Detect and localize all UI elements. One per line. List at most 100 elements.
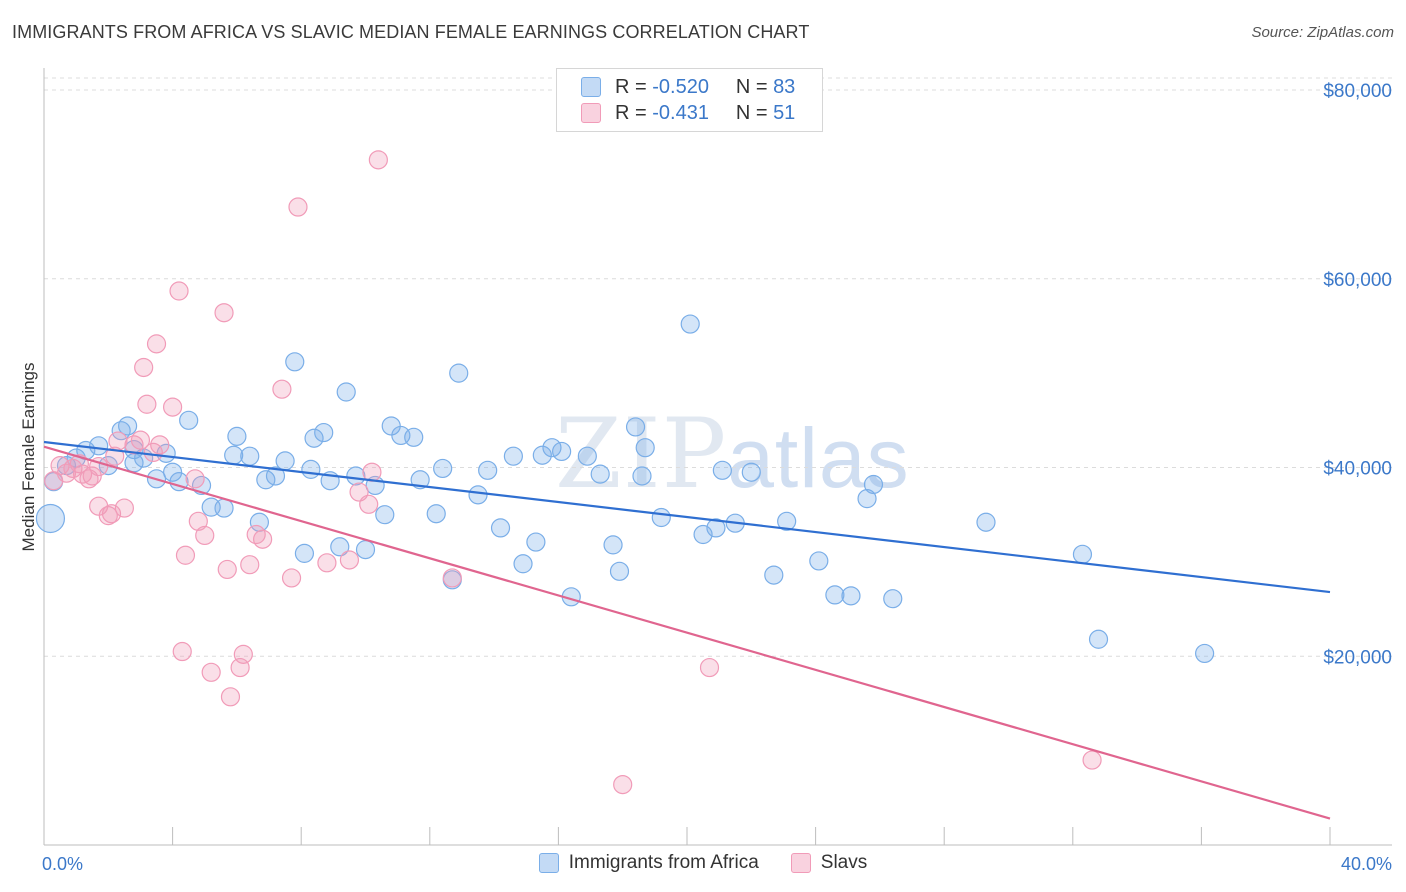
point-slavs xyxy=(1082,750,1102,770)
point-slavs xyxy=(317,553,337,573)
legend-row-africa: R = -0.520 N = 83 xyxy=(581,74,795,100)
point-africa xyxy=(227,426,247,446)
legend-n-label: N = xyxy=(735,101,768,124)
point-slavs xyxy=(143,442,163,462)
point-slavs xyxy=(288,197,308,217)
trend-line-africa xyxy=(43,440,1331,594)
point-africa xyxy=(503,446,523,466)
point-africa xyxy=(552,441,572,462)
legend-r-value: -0.520 xyxy=(652,75,709,98)
point-slavs xyxy=(233,644,253,664)
point-africa xyxy=(532,445,552,465)
point-africa xyxy=(1072,544,1093,564)
legend-n-value: 83 xyxy=(773,75,796,98)
point-slavs xyxy=(201,662,221,682)
point-africa xyxy=(577,446,597,466)
point-africa xyxy=(490,518,511,538)
point-slavs xyxy=(130,430,151,450)
point-africa xyxy=(526,532,546,552)
series-label-slavs: Slavs xyxy=(820,852,868,873)
point-slavs xyxy=(359,494,379,514)
x-tick-label-end: 40.0% xyxy=(1341,854,1392,874)
point-africa xyxy=(404,427,424,447)
legend-r-value: -0.431 xyxy=(652,101,709,124)
point-slavs xyxy=(253,529,273,549)
point-slavs xyxy=(82,466,102,486)
y-tick-label: $20,000 xyxy=(1323,647,1392,668)
point-africa xyxy=(825,585,845,605)
point-africa xyxy=(449,363,469,383)
y-tick-label: $80,000 xyxy=(1323,81,1392,102)
point-slavs xyxy=(217,559,237,580)
point-slavs xyxy=(114,498,134,518)
point-africa xyxy=(240,446,260,466)
point-africa xyxy=(285,352,305,372)
legend-n-label: N = xyxy=(735,75,768,98)
point-africa xyxy=(426,504,446,524)
point-slavs xyxy=(150,435,170,455)
point-africa xyxy=(35,503,66,534)
point-slavs xyxy=(272,379,292,399)
point-africa xyxy=(304,428,324,448)
series-legend-africa[interactable]: Immigrants from Africa xyxy=(538,852,759,874)
point-slavs xyxy=(72,464,93,484)
watermark: ZIPatlas xyxy=(555,398,910,510)
point-africa xyxy=(294,543,315,563)
y-tick-label: $60,000 xyxy=(1323,270,1392,291)
source-credit: Source: ZipAtlas.com xyxy=(1251,24,1394,41)
point-slavs xyxy=(281,568,302,588)
point-africa xyxy=(275,451,295,471)
point-africa xyxy=(764,565,784,585)
point-africa xyxy=(863,474,884,495)
point-africa xyxy=(1195,643,1215,664)
point-slavs xyxy=(137,394,157,414)
point-africa xyxy=(809,551,829,571)
point-slavs xyxy=(214,303,234,323)
point-africa xyxy=(89,436,109,456)
point-africa xyxy=(542,438,562,458)
point-africa xyxy=(883,589,903,609)
point-africa xyxy=(609,561,630,581)
point-slavs xyxy=(163,397,183,417)
axes xyxy=(43,68,1392,846)
point-africa xyxy=(375,505,395,525)
point-africa xyxy=(179,410,199,430)
series-swatch-slavs xyxy=(790,853,811,873)
point-africa xyxy=(346,466,366,486)
point-africa xyxy=(680,314,700,334)
point-africa xyxy=(712,460,732,480)
point-africa xyxy=(256,470,276,490)
series-legend-slavs[interactable]: Slavs xyxy=(790,852,868,874)
point-slavs xyxy=(613,774,633,795)
legend-r-label: R = xyxy=(615,75,647,98)
chart-title: IMMIGRANTS FROM AFRICA VS SLAVIC MEDIAN … xyxy=(12,22,810,42)
series-legend: Immigrants from Africa Slavs xyxy=(0,852,1406,874)
point-africa xyxy=(224,445,244,465)
point-africa xyxy=(841,586,861,606)
trend-lines xyxy=(43,440,1331,820)
point-africa xyxy=(355,540,376,560)
point-africa xyxy=(632,466,652,486)
point-africa xyxy=(214,498,234,518)
point-africa xyxy=(163,462,183,482)
legend-swatch-slavs xyxy=(581,103,601,123)
trend-line-slavs xyxy=(43,445,1331,820)
point-africa xyxy=(468,485,488,505)
x-tick-label-start: 0.0% xyxy=(42,854,83,874)
point-africa xyxy=(1088,629,1109,649)
point-africa xyxy=(603,535,623,555)
point-slavs xyxy=(169,281,189,301)
point-slavs xyxy=(98,506,118,526)
point-africa xyxy=(330,537,350,557)
point-africa xyxy=(513,554,533,574)
point-africa xyxy=(478,460,498,480)
point-africa xyxy=(410,470,430,490)
point-slavs xyxy=(220,687,241,707)
point-slavs xyxy=(699,657,720,678)
point-africa xyxy=(777,511,797,531)
point-slavs xyxy=(442,568,462,588)
point-slavs xyxy=(134,357,154,378)
point-africa xyxy=(976,512,996,532)
point-africa xyxy=(301,459,321,479)
